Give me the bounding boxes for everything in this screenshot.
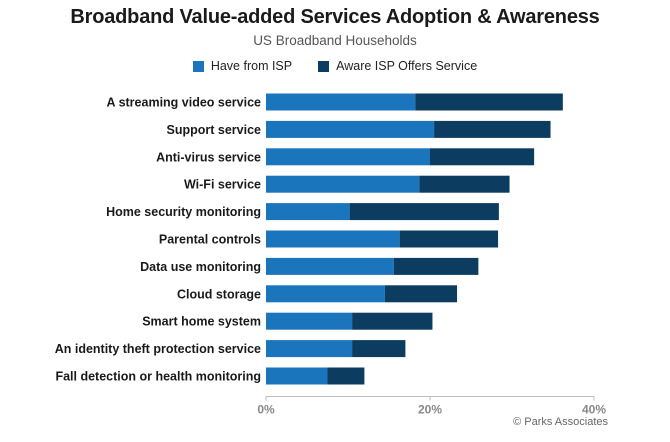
bar-have-from-isp [266, 340, 353, 358]
bar-aware-isp-offers [352, 312, 433, 330]
category-label: Support service [167, 123, 262, 137]
bar-aware-isp-offers [393, 257, 479, 275]
legend: Have from ISP Aware ISP Offers Service [0, 59, 670, 73]
bar-aware-isp-offers [415, 93, 563, 111]
category-label: Home security monitoring [106, 205, 261, 219]
category-label: Smart home system [142, 315, 261, 329]
category-label: Anti-virus service [156, 150, 261, 164]
bar-aware-isp-offers [434, 120, 551, 138]
legend-label-have: Have from ISP [210, 59, 293, 73]
x-tick-label: 0% [257, 403, 275, 417]
bar-aware-isp-offers [349, 203, 499, 221]
chart-title: Broadband Value-added Services Adoption … [70, 6, 600, 28]
bar-have-from-isp [266, 367, 328, 385]
bar-have-from-isp [266, 93, 416, 111]
x-tick-label: 20% [418, 403, 442, 417]
bar-have-from-isp [266, 230, 400, 248]
bar-aware-isp-offers [430, 148, 535, 166]
category-label: Cloud storage [177, 287, 261, 301]
legend-label-aware: Aware ISP Offers Service [336, 59, 478, 73]
bar-have-from-isp [266, 203, 350, 221]
bar-have-from-isp [266, 175, 420, 193]
legend-swatch-aware [318, 60, 330, 72]
legend-item-have: Have from ISP [192, 59, 293, 73]
category-label: Fall detection or health monitoring [55, 370, 261, 384]
source-credit: © Parks Associates [513, 416, 608, 428]
category-label: Parental controls [159, 233, 261, 247]
category-label: An identity theft protection service [55, 342, 261, 356]
legend-item-aware: Aware ISP Offers Service [318, 59, 477, 73]
category-label: A streaming video service [107, 96, 262, 110]
chart-subtitle: US Broadband Households [253, 33, 417, 48]
bar-have-from-isp [266, 148, 430, 166]
bar-aware-isp-offers [384, 285, 458, 303]
category-label: Data use monitoring [140, 260, 261, 274]
bar-aware-isp-offers [327, 367, 365, 385]
category-label: Wi-Fi service [184, 178, 261, 192]
bar-aware-isp-offers [399, 230, 499, 248]
bar-have-from-isp [266, 257, 394, 275]
bar-have-from-isp [266, 285, 385, 303]
x-tick-label: 40% [582, 403, 606, 417]
bar-have-from-isp [266, 120, 435, 138]
legend-swatch-have [192, 60, 204, 72]
bar-aware-isp-offers [419, 175, 510, 193]
bar-aware-isp-offers [352, 340, 406, 358]
bar-have-from-isp [266, 312, 353, 330]
